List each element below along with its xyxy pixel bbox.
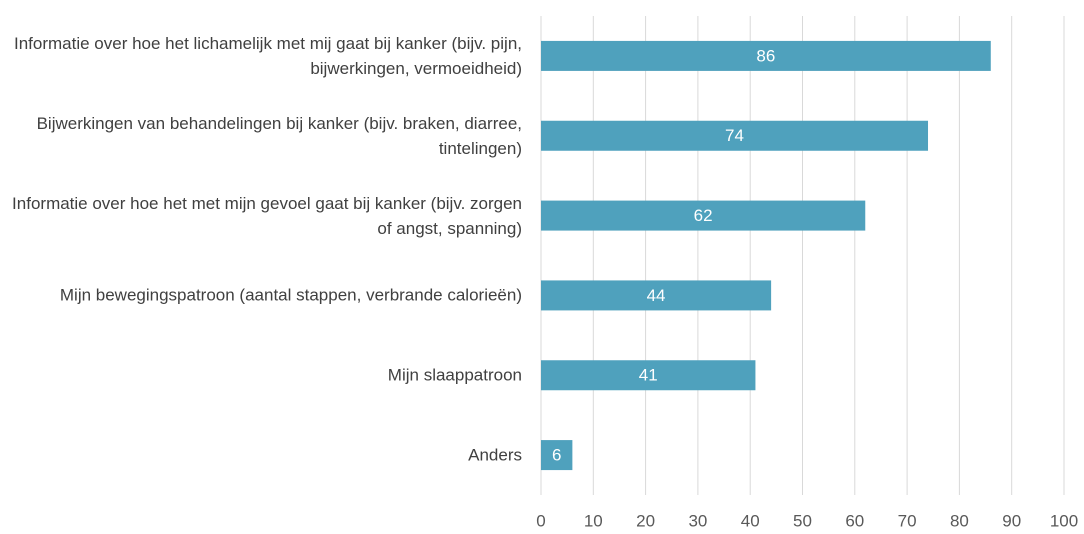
data-label: 62	[694, 206, 713, 225]
y-tick-label: Mijn slaappatroon	[387, 365, 522, 385]
x-tick-label: 20	[636, 511, 655, 530]
data-label: 6	[552, 446, 561, 465]
data-label: 86	[756, 46, 775, 65]
x-tick-label: 80	[950, 511, 969, 530]
x-tick-label: 70	[898, 511, 917, 530]
y-tick-label: Mijn bewegingspatroon (aantal stappen, v…	[59, 285, 522, 305]
bar	[541, 280, 772, 311]
y-tick-label: Informatie over hoe het lichamelijk met …	[13, 33, 522, 78]
x-tick-label: 50	[793, 511, 812, 530]
y-tick-label: Bijwerkingen van behandelingen bij kanke…	[36, 113, 522, 158]
data-label: 74	[725, 126, 744, 145]
y-tick-label: Anders	[468, 445, 522, 465]
data-label: 41	[639, 366, 658, 385]
bar	[541, 360, 756, 391]
data-label: 44	[647, 286, 666, 305]
x-tick-label: 90	[1002, 511, 1021, 530]
bar	[541, 120, 929, 151]
y-tick-label: Informatie over hoe het met mijn gevoel …	[12, 193, 522, 238]
x-tick-label: 60	[845, 511, 864, 530]
bar	[541, 40, 991, 71]
x-tick-label: 0	[536, 511, 545, 530]
x-tick-label: 10	[584, 511, 603, 530]
bar	[541, 200, 866, 231]
x-tick-label: 100	[1050, 511, 1078, 530]
x-tick-label: 40	[741, 511, 760, 530]
bar	[541, 440, 573, 471]
x-tick-label: 30	[688, 511, 707, 530]
